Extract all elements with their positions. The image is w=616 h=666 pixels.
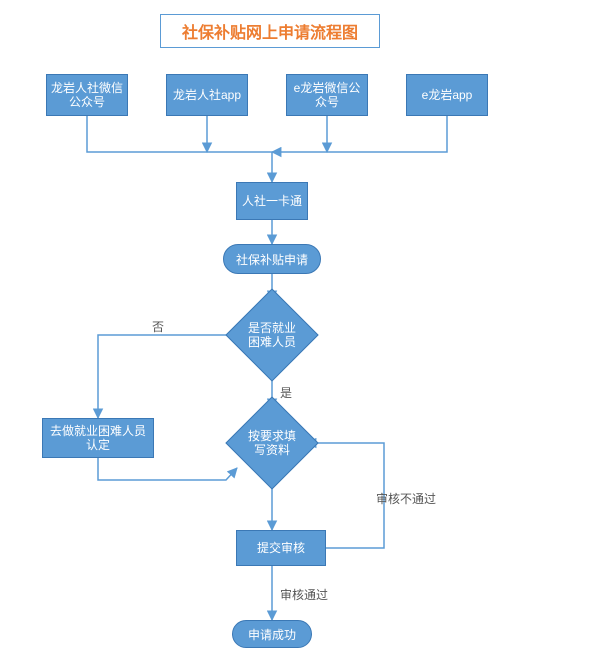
node-submit: 提交审核 [236, 530, 326, 566]
flow-edge [98, 458, 237, 480]
flowchart-canvas: 社保补贴网上申请流程图 龙岩人社微信公众号龙岩人社app e龙岩微信公众号 e龙岩a… [0, 0, 616, 666]
edge-label-pass: 审核通过 [280, 586, 328, 603]
node-src3: e龙岩微信公众号 [286, 74, 368, 116]
flow-edge [87, 116, 272, 182]
node-done: 申请成功 [232, 620, 312, 648]
flow-edge [272, 116, 447, 152]
node-cert: 去做就业困难人员认定 [42, 418, 154, 458]
diagram-title: 社保补贴网上申请流程图 [160, 14, 380, 48]
node-src1: 龙岩人社微信公众号 [46, 74, 128, 116]
node-fill: 按要求填写资料 [239, 410, 305, 476]
diagram-title-text: 社保补贴网上申请流程图 [182, 19, 358, 43]
node-q1: 是否就业困难人员 [239, 302, 305, 368]
node-card: 人社一卡通 [236, 182, 308, 220]
flow-edge [98, 335, 237, 418]
edge-label-no: 否 [152, 318, 164, 335]
edge-label-yes: 是 [280, 384, 292, 401]
node-apply: 社保补贴申请 [223, 244, 321, 274]
edge-label-fail: 审核不通过 [376, 490, 436, 507]
node-src2: 龙岩人社app [166, 74, 248, 116]
node-src4: e龙岩app [406, 74, 488, 116]
